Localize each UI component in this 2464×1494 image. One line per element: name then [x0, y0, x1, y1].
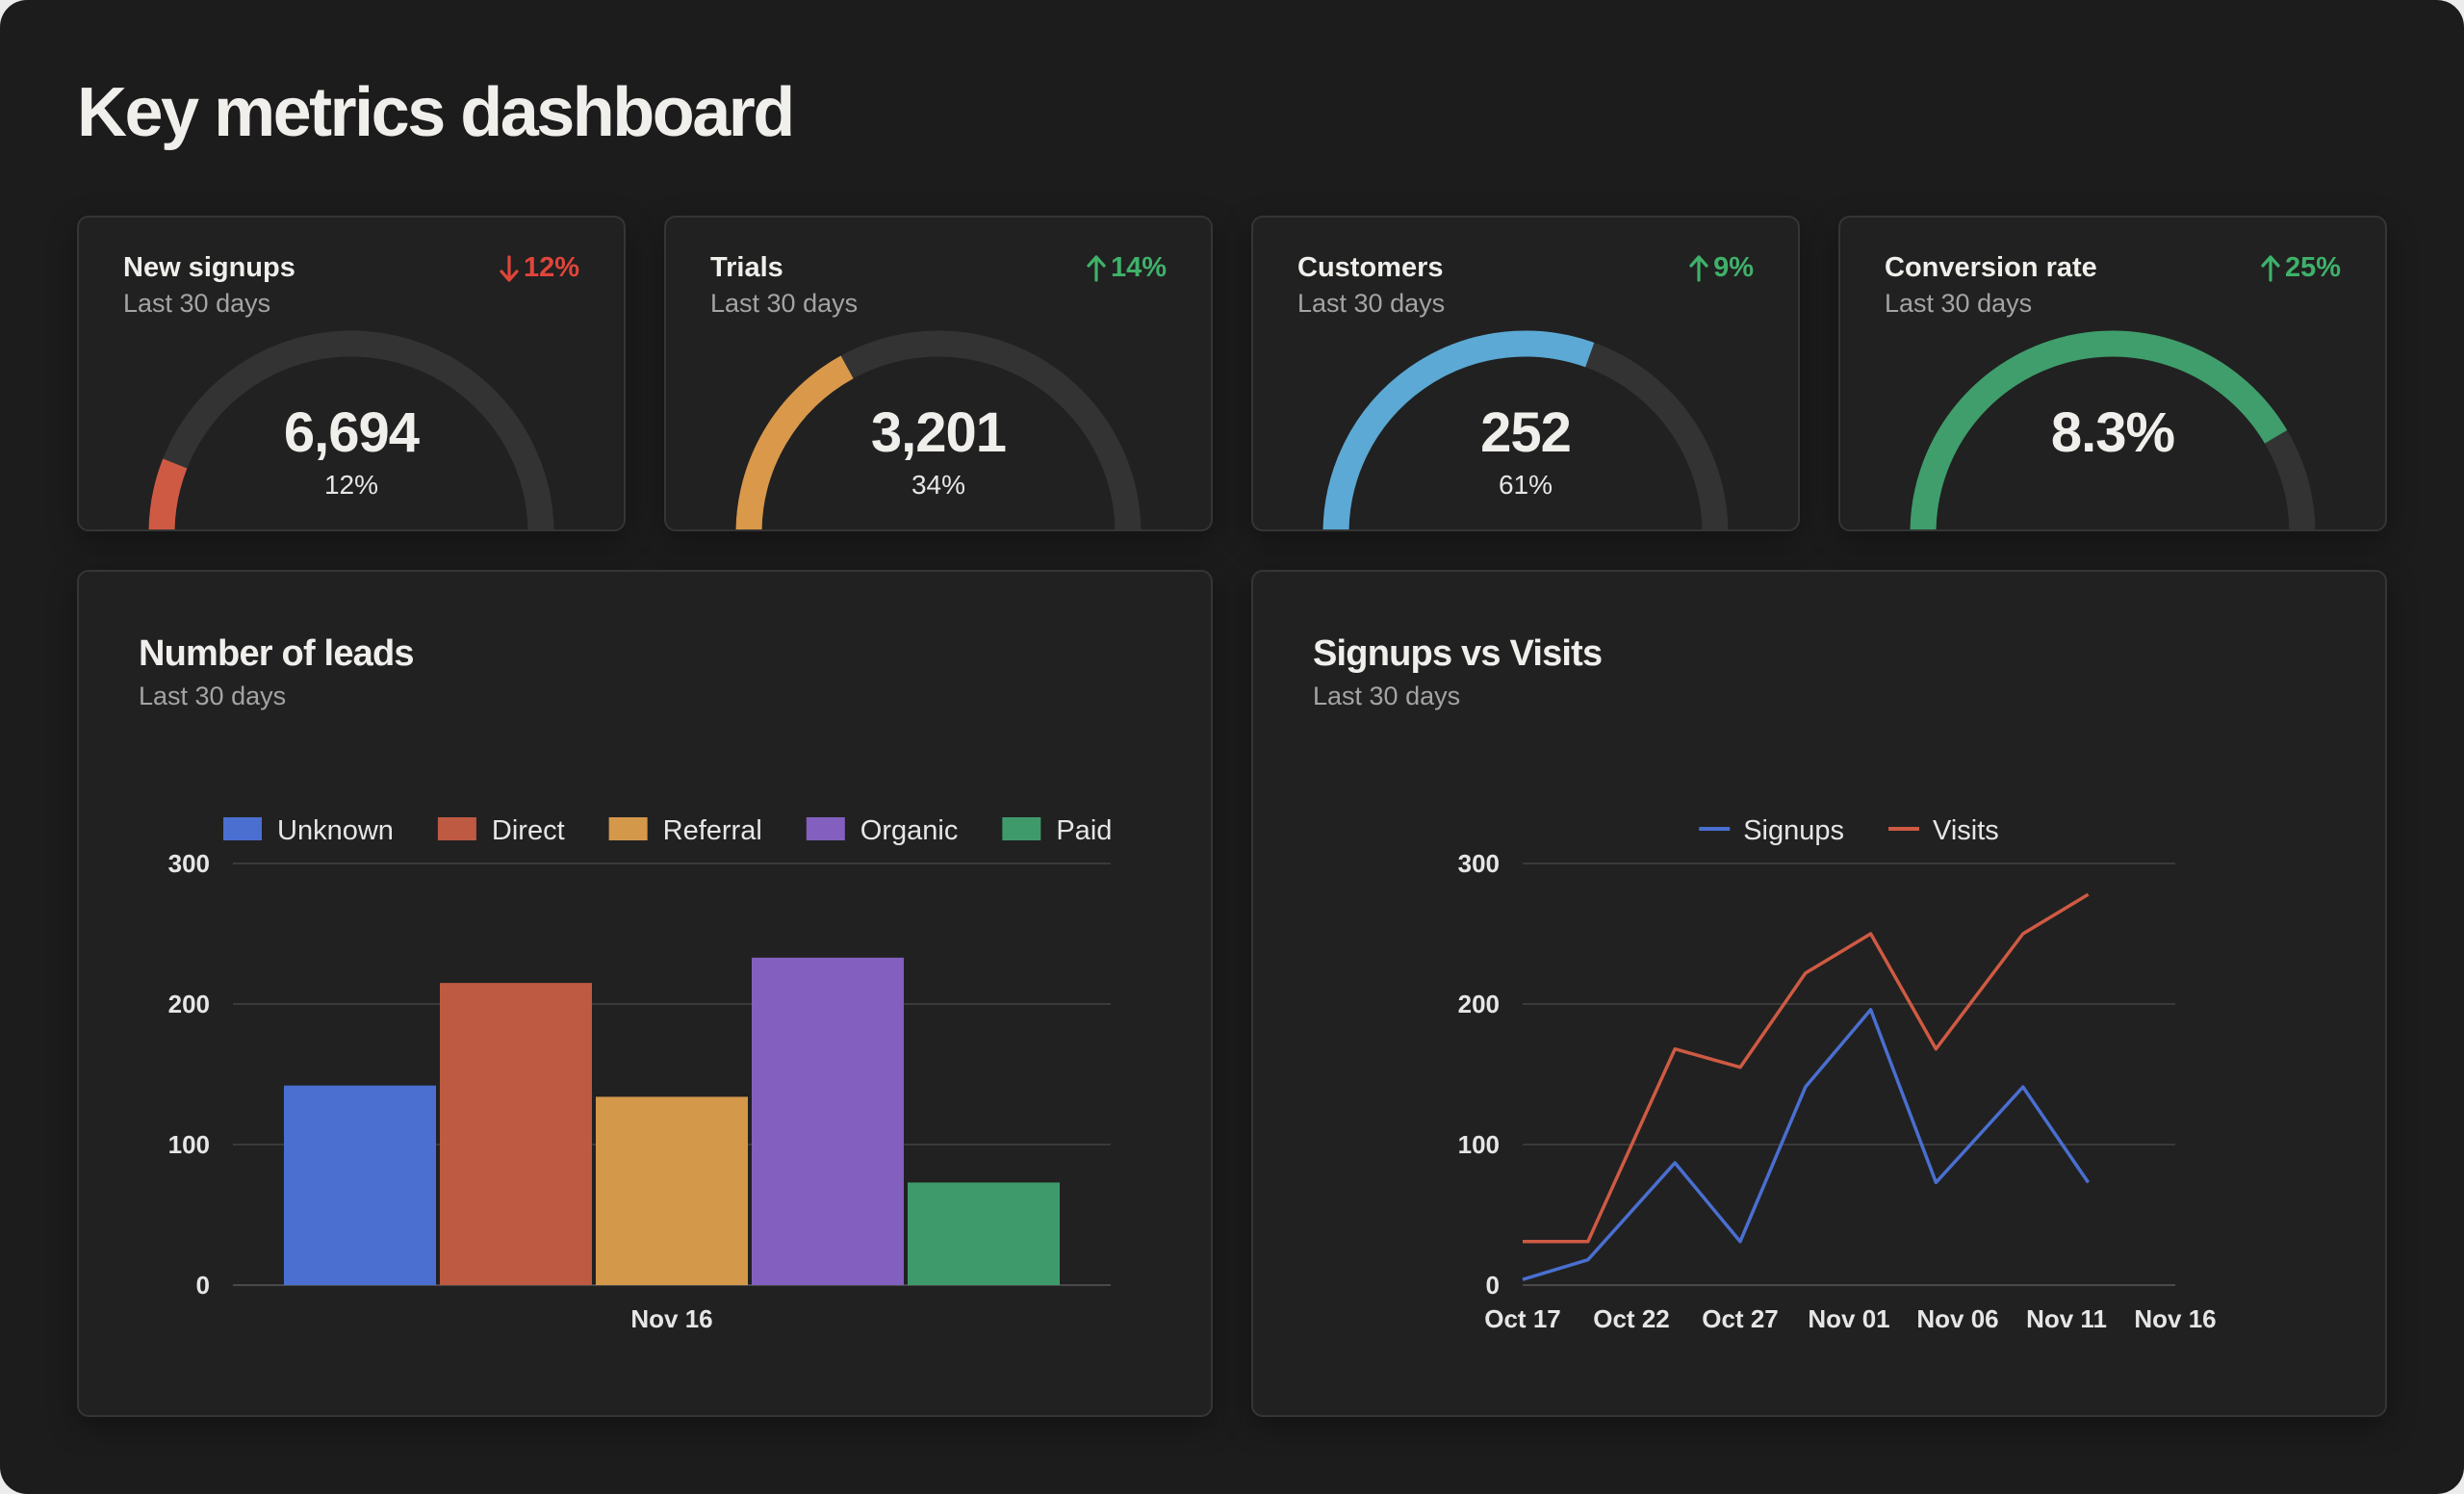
legend-label[interactable]: Signups	[1743, 815, 1844, 846]
y-tick-label: 0	[1486, 1271, 1500, 1300]
x-tick-label: Nov 01	[1808, 1304, 1889, 1333]
panel-title: Signups vs Visits	[1313, 633, 1603, 674]
arrow-up-icon	[2261, 254, 2280, 282]
panel-subtitle: Last 30 days	[1313, 682, 1461, 710]
gauge-fill	[735, 355, 854, 529]
gauge-fill	[1910, 330, 2288, 529]
legend-label[interactable]: Unknown	[277, 815, 394, 846]
kpi-value: 3,201	[870, 401, 1007, 464]
gauge-track	[148, 330, 554, 529]
chart-legend: Unknown Direct Referral Organic Paid	[223, 815, 1112, 846]
kpi-title: Conversion rate	[1885, 252, 2097, 283]
kpi-subtitle: Last 30 days	[1297, 289, 1446, 318]
y-tick-label: 300	[168, 849, 210, 878]
y-tick-label: 200	[1458, 990, 1500, 1018]
legend-label[interactable]: Visits	[1933, 815, 1999, 846]
kpi-subtitle: Last 30 days	[1885, 289, 2033, 318]
kpi-delta-value: 9%	[1713, 252, 1754, 283]
gauge-chart	[148, 330, 554, 529]
kpi-subtitle: Last 30 days	[123, 289, 271, 318]
kpi-title: New signups	[123, 252, 295, 283]
kpi-delta-value: 12%	[523, 252, 579, 283]
kpi-delta: 12%	[499, 252, 579, 284]
kpi-percent: 12%	[323, 470, 379, 500]
series-line-signups[interactable]	[1522, 1008, 2091, 1281]
gauge-fill	[1322, 330, 1595, 529]
kpi-percent: 61%	[1498, 470, 1553, 500]
x-tick-label: Nov 06	[1916, 1304, 1998, 1333]
kpi-card-new-signups[interactable]: New signups Last 30 days 12% 6,694 12%	[77, 216, 626, 531]
x-tick-label: Oct 17	[1484, 1304, 1561, 1333]
chart-legend: Signups Visits	[1699, 815, 1999, 846]
kpi-delta: 25%	[2260, 252, 2341, 284]
legend-swatch	[806, 817, 845, 840]
y-tick-label: 100	[168, 1130, 210, 1159]
kpi-title: Customers	[1297, 252, 1444, 283]
kpi-delta-value: 25%	[2284, 252, 2341, 283]
x-tick-label: Oct 27	[1702, 1304, 1779, 1333]
bar-organic[interactable]	[752, 957, 904, 1285]
kpi-value: 6,694	[283, 401, 420, 464]
kpi-value: 252	[1480, 401, 1572, 464]
legend-swatch	[1002, 817, 1041, 840]
panel-subtitle: Last 30 days	[139, 682, 287, 710]
kpi-card-conversion-rate[interactable]: Conversion rate Last 30 days 25% 8.3%	[1838, 216, 2387, 531]
kpi-card-customers[interactable]: Customers Last 30 days 9% 252 61%	[1251, 216, 1800, 531]
arrow-down-icon	[500, 254, 519, 282]
bar-unknown[interactable]	[284, 1085, 436, 1285]
legend-label[interactable]: Referral	[663, 815, 762, 846]
gauge-fill	[148, 458, 188, 529]
gauge-chart	[735, 330, 1142, 529]
page-title: Key metrics dashboard	[77, 74, 795, 151]
gauge-chart	[1910, 330, 2316, 529]
bar-direct[interactable]	[440, 983, 592, 1285]
legend-swatch	[608, 817, 648, 840]
y-tick-label: 300	[1458, 849, 1500, 878]
gauge-chart	[1322, 330, 1729, 529]
kpi-delta: 14%	[1086, 252, 1167, 284]
legend-swatch	[437, 817, 476, 840]
legend-label[interactable]: Direct	[492, 815, 565, 846]
y-tick-label: 100	[1458, 1130, 1500, 1159]
kpi-delta: 9%	[1688, 252, 1754, 284]
legend-label[interactable]: Paid	[1056, 815, 1112, 846]
leads-chart-panel: Number of leads Last 30 days 0 100 200 300 N…	[77, 570, 1213, 1417]
legend-label[interactable]: Organic	[860, 815, 959, 846]
x-tick-label: Nov 16	[630, 1304, 712, 1333]
x-tick-label: Nov 16	[2134, 1304, 2216, 1333]
arrow-up-icon	[1087, 254, 1106, 282]
leads-bar-chart: 0 100 200 300 Nov 16 Unknown Direct Referral Org…	[168, 815, 1113, 1333]
signups-chart-panel: Signups vs Visits Last 30 days 0 100 200 30…	[1251, 570, 2387, 1417]
x-tick-label: Nov 11	[2026, 1304, 2107, 1333]
signups-line-chart: 0 100 200 300 Oct 17 Oct 22 Oct 27 Nov 01 Nov 06…	[1458, 815, 2217, 1333]
panel-title: Number of leads	[139, 633, 415, 674]
bar-paid[interactable]	[908, 1182, 1060, 1285]
kpi-delta-value: 14%	[1110, 252, 1167, 283]
kpi-title: Trials	[710, 252, 783, 283]
kpi-card-trials[interactable]: Trials Last 30 days 14% 3,201 34%	[664, 216, 1213, 531]
arrow-up-icon	[1689, 254, 1708, 282]
legend-swatch	[223, 817, 262, 840]
y-tick-label: 200	[168, 990, 210, 1018]
x-tick-label: Oct 22	[1593, 1304, 1670, 1333]
y-tick-label: 0	[196, 1271, 210, 1300]
kpi-value: 8.3%	[2050, 401, 2175, 464]
bar-referral[interactable]	[596, 1096, 748, 1285]
series-line-visits[interactable]	[1523, 892, 2090, 1244]
kpi-subtitle: Last 30 days	[710, 289, 859, 318]
kpi-percent: 34%	[911, 470, 966, 500]
